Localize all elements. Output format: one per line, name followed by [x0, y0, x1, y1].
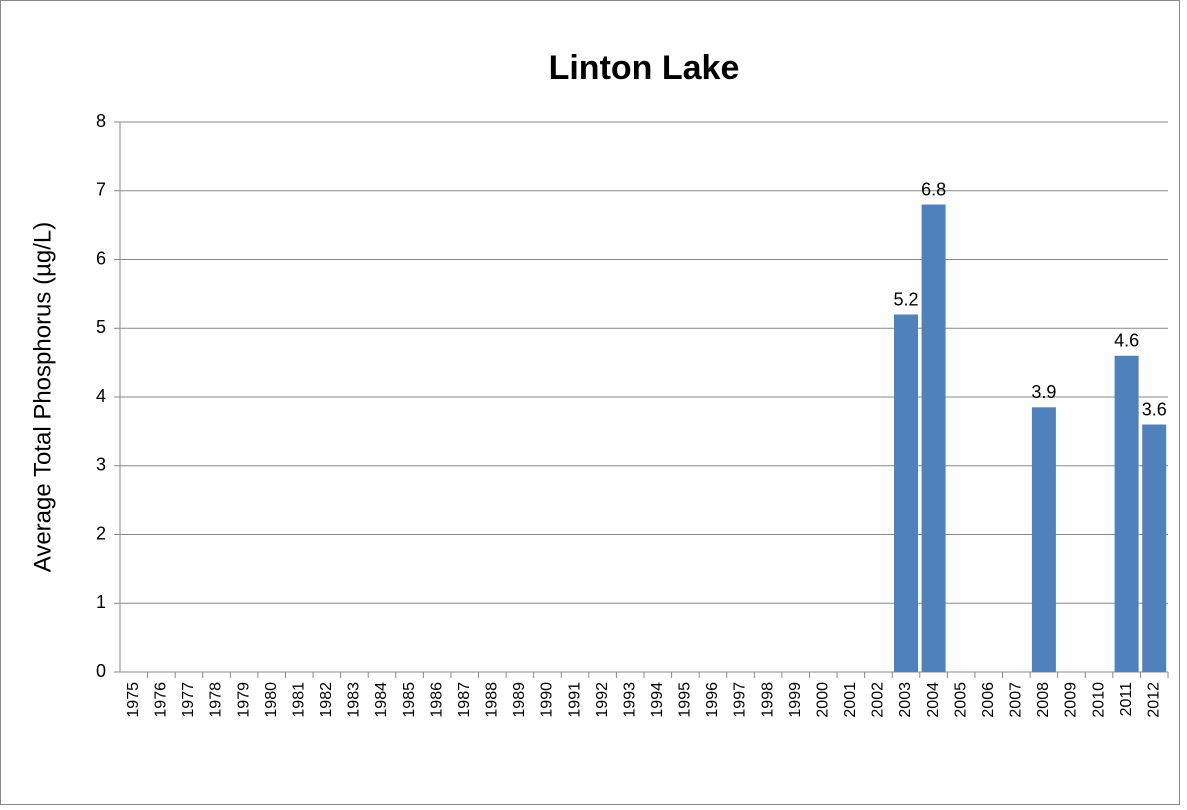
x-tick-label: 1987	[456, 682, 473, 718]
y-tick-label: 6	[96, 248, 106, 268]
x-tick-label: 2000	[814, 682, 831, 718]
bar	[1114, 355, 1139, 672]
value-label: 4.6	[1114, 331, 1139, 351]
y-tick-label: 3	[96, 455, 106, 475]
x-tick-label: 1981	[290, 682, 307, 718]
x-tick-label: 1978	[208, 682, 225, 718]
value-label: 5.2	[893, 289, 918, 309]
x-tick-label: 2006	[980, 682, 997, 718]
bar	[1031, 407, 1056, 672]
x-tick-label: 1989	[511, 682, 528, 718]
x-tick-label: 1991	[566, 682, 583, 718]
y-tick-label: 8	[96, 111, 106, 131]
x-tick-label: 1990	[539, 682, 556, 718]
x-tick-label: 2010	[1090, 682, 1107, 718]
y-tick-label: 0	[96, 661, 106, 681]
x-tick-label: 2012	[1145, 682, 1162, 718]
chart-title: Linton Lake	[549, 49, 740, 87]
bar	[894, 314, 918, 672]
y-tick-label: 5	[96, 317, 106, 337]
y-tick-label: 4	[96, 386, 106, 406]
x-tick-label: 2001	[842, 682, 859, 718]
x-tick-label: 2007	[1008, 682, 1025, 718]
y-tick-label: 1	[96, 592, 106, 612]
x-tick-label: 1983	[346, 682, 363, 718]
x-tick-label: 1992	[594, 682, 611, 718]
x-tick-label: 1986	[428, 682, 445, 718]
value-label: 6.8	[921, 179, 946, 199]
x-tick-label: 1975	[125, 682, 142, 718]
x-tick-label: 1980	[263, 682, 280, 718]
x-tick-label: 2011	[1118, 682, 1135, 717]
value-label: 3.9	[1031, 382, 1056, 402]
x-tick-label: 2002	[870, 682, 887, 718]
x-tick-label: 1979	[235, 682, 252, 718]
x-tick-label: 1984	[373, 682, 390, 718]
x-tick-label: 1996	[704, 682, 721, 718]
value-label: 3.6	[1142, 399, 1167, 419]
y-tick-label: 2	[96, 523, 106, 543]
x-tick-label: 2005	[952, 682, 969, 718]
x-tick-label: 1982	[318, 682, 335, 718]
x-tick-label: 2008	[1035, 682, 1052, 718]
x-tick-label: 2009	[1063, 682, 1080, 718]
x-tick-label: 1993	[621, 682, 638, 718]
y-axis-label: Average Total Phosphorus (µg/L)	[29, 222, 56, 572]
x-tick-label: 1994	[649, 682, 666, 718]
x-tick-label: 1988	[484, 682, 501, 718]
x-tick-label: 1997	[732, 682, 749, 718]
x-tick-label: 1998	[759, 682, 776, 718]
x-tick-label: 1976	[153, 682, 170, 718]
y-tick-label: 7	[96, 180, 106, 200]
x-tick-label: 1985	[401, 682, 418, 718]
x-tick-label: 2003	[897, 682, 914, 718]
bar	[921, 204, 946, 672]
x-tick-label: 1977	[180, 682, 197, 718]
x-tick-label: 1995	[677, 682, 694, 718]
x-tick-label: 2004	[925, 682, 942, 718]
bar	[1142, 424, 1167, 672]
x-tick-label: 1999	[787, 682, 804, 718]
